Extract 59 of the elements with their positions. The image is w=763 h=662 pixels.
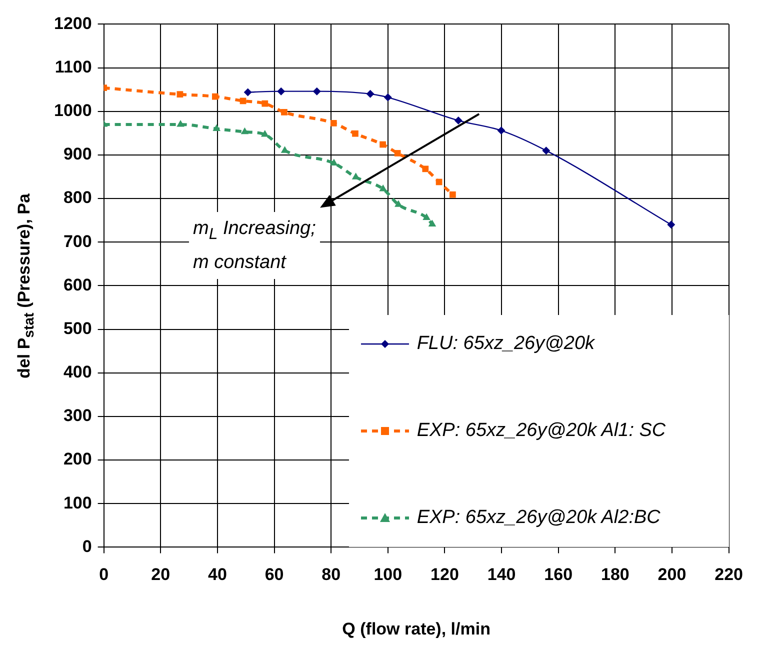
point [312,87,321,96]
point [240,127,249,134]
point [176,91,184,98]
x-tick-label: 120 [430,565,459,584]
point [422,166,429,172]
x-tick-label: 180 [600,565,630,584]
y-tick-label: 800 [63,188,92,208]
point [394,150,401,156]
y-tick-label: 1200 [54,14,92,33]
y-tick-label: 0 [82,536,92,556]
x-tick-label: 200 [658,565,686,584]
point [379,184,387,192]
point [262,100,268,107]
point [212,124,220,132]
point [281,109,288,116]
y-tick-label: 400 [63,362,92,382]
point [394,200,402,207]
y-tick-label: 600 [63,275,92,294]
y-tick-label: 1100 [54,57,92,76]
y-tick-label: 200 [63,450,92,469]
point [542,146,550,155]
point [277,87,286,96]
legend-label: EXP: 65xz_26y@20k Al1: SC [416,420,666,442]
y-tick-label: 900 [63,144,92,164]
point [450,191,456,198]
x-axis-title: Q (flow rate), l/min [342,619,490,638]
x-tick-label: 220 [714,565,744,584]
annotation: m$_{L}$ Increasing; m constant [189,212,320,280]
y-tick-label: 700 [63,232,92,251]
point [212,93,218,100]
x-tick-label: 100 [374,565,402,584]
y-tick-label: 1000 [54,101,92,120]
point [330,120,337,126]
y-tick-label: 500 [63,318,92,338]
point [261,130,269,137]
point [422,213,430,220]
legend-label: FLU: 65xz_26y@20k [416,333,595,356]
point [667,220,676,229]
point [240,98,246,104]
x-tick-label: 0 [99,565,109,584]
point [380,141,386,148]
y-tick-label: 100 [63,493,92,512]
point [352,130,358,137]
point [454,116,462,125]
x-tick-label: 40 [208,565,227,584]
x-tick-label: 80 [322,565,341,584]
point [384,93,392,102]
x-tick-label: 140 [487,565,516,584]
point [176,120,184,127]
point [497,126,506,135]
legend-label: EXP: 65xz_26y@20k Al2:BC [416,507,660,530]
x-tick-label: 160 [544,565,573,584]
y-tick-label: 300 [63,406,92,426]
point [330,158,338,166]
point [244,88,252,96]
x-tick-label: 60 [264,565,284,584]
x-tick-label: 20 [151,565,170,584]
point [428,220,436,226]
point [366,90,374,98]
